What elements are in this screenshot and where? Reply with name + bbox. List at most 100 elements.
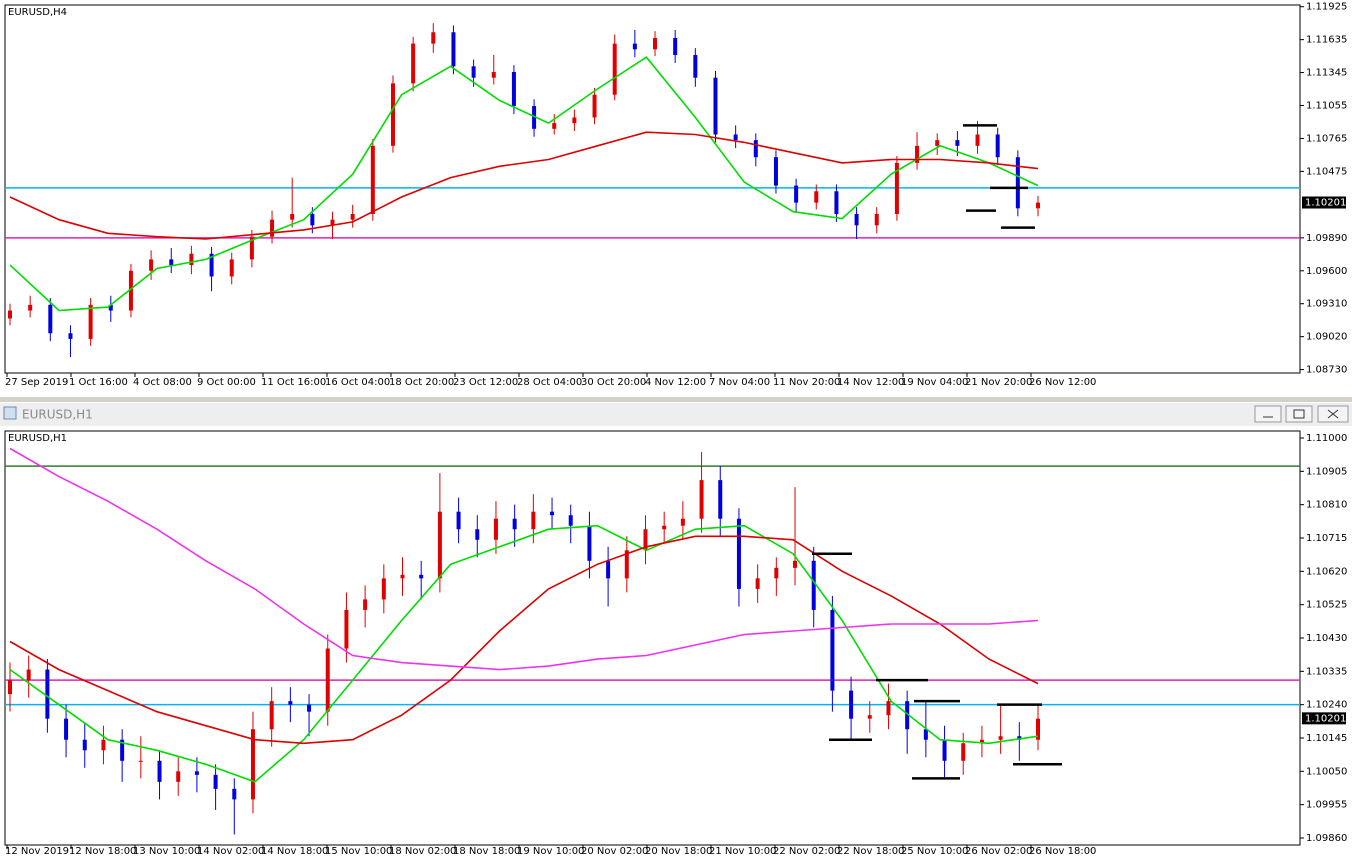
candle-body: [213, 774, 218, 789]
y-tick-label: 1.10475: [1306, 166, 1347, 177]
candle-body: [45, 669, 50, 719]
x-tick-label: 14 Nov 02:00: [197, 846, 264, 857]
y-tick-label: 1.11000: [1306, 433, 1347, 444]
candle-body: [249, 236, 254, 260]
x-tick-label: 4 Nov 12:00: [645, 377, 706, 388]
candle-body: [753, 140, 758, 158]
y-tick-label: 1.10525: [1306, 600, 1347, 611]
x-tick-label: 1 Oct 16:00: [69, 377, 128, 388]
candle-body: [28, 304, 33, 311]
minimize-button[interactable]: [1254, 405, 1282, 423]
candle-body: [923, 729, 928, 740]
maximize-button[interactable]: [1285, 405, 1313, 423]
candle-body: [587, 525, 592, 561]
x-tick-label: 18 Oct 20:00: [389, 377, 454, 388]
x-tick-label: 26 Nov 18:00: [1029, 846, 1096, 857]
candle-body: [493, 518, 498, 540]
candle-body: [874, 213, 879, 226]
moving-average: [9, 56, 1039, 312]
candle-body: [330, 219, 335, 226]
candle-body: [774, 567, 779, 579]
candle-body: [270, 219, 275, 237]
y-tick-label: 1.10145: [1306, 733, 1347, 744]
candle-body: [176, 771, 181, 782]
candle-body: [830, 609, 835, 691]
candle-body: [736, 518, 741, 589]
candle-body: [138, 760, 143, 762]
candle-body: [250, 729, 255, 800]
candle-body: [680, 518, 685, 526]
moving-average: [9, 535, 1039, 745]
candle-body: [1036, 202, 1040, 209]
y-tick-label: 1.11055: [1306, 101, 1347, 112]
x-tick-label: 30 Oct 20:00: [581, 377, 646, 388]
x-tick-label: 12 Nov 18:00: [69, 846, 136, 857]
y-tick-label: 1.10765: [1306, 133, 1347, 144]
x-tick-label: 25 Nov 10:00: [901, 846, 968, 857]
candle-body: [532, 106, 537, 129]
moving-average: [9, 524, 1039, 783]
x-tick-label: 11 Oct 16:00: [261, 377, 326, 388]
x-tick-label: 22 Nov 18:00: [837, 846, 904, 857]
candle-body: [793, 560, 798, 568]
y-tick-label: 1.10620: [1306, 566, 1347, 577]
candle-body: [475, 529, 480, 540]
candle-body: [189, 253, 194, 266]
candle-body: [673, 37, 678, 55]
candle-body: [431, 32, 436, 44]
candle-body: [572, 117, 577, 124]
plot-frame: [4, 4, 1301, 374]
candle-body: [209, 253, 214, 277]
candle-body: [128, 270, 133, 311]
candle-body: [471, 66, 476, 78]
candle-body: [1036, 718, 1040, 740]
y-tick-label: 1.09860: [1306, 833, 1347, 844]
candle-body: [713, 77, 718, 135]
candle-body: [998, 736, 1003, 740]
candle-body: [632, 43, 637, 50]
candle-body: [814, 191, 819, 203]
x-tick-label: 22 Nov 02:00: [773, 846, 840, 857]
x-tick-label: 4 Oct 08:00: [133, 377, 192, 388]
candle-body: [550, 511, 555, 516]
candle-body: [157, 760, 162, 782]
close-button[interactable]: [1317, 405, 1349, 423]
x-tick-label: 19 Nov 04:00: [901, 377, 968, 388]
candle-body: [64, 718, 69, 740]
candle-body: [894, 162, 899, 214]
y-tick-label: 1.10715: [1306, 533, 1347, 544]
y-tick-label: 1.10050: [1306, 766, 1347, 777]
candle-body: [437, 511, 442, 579]
candle-body: [491, 72, 496, 78]
y-tick-label: 1.10810: [1306, 500, 1347, 511]
candle-body: [411, 43, 416, 84]
candle-body: [699, 480, 704, 519]
candle-body: [310, 213, 315, 226]
price-box: [1302, 712, 1346, 725]
candle-body: [942, 739, 947, 761]
candle-body: [82, 739, 87, 751]
candle-body: [232, 788, 237, 800]
x-tick-label: 9 Oct 00:00: [197, 377, 256, 388]
candle-body: [1015, 157, 1020, 209]
candle-body: [288, 701, 293, 705]
current-price: 1.10201: [1305, 713, 1346, 724]
candle-body: [886, 701, 891, 716]
chart-label: EURUSD,H4: [8, 7, 67, 18]
candle-body: [48, 304, 53, 334]
candle-body: [773, 157, 778, 186]
x-tick-label: 28 Oct 04:00: [517, 377, 582, 388]
candle-body: [662, 525, 667, 530]
candle-body: [307, 704, 312, 712]
y-tick-label: 1.11925: [1306, 2, 1347, 13]
candle-body: [370, 145, 375, 214]
candle-body: [867, 715, 872, 719]
candle-body: [269, 701, 274, 730]
candle-body: [512, 518, 517, 530]
candle-body: [101, 739, 106, 751]
candle-body: [995, 134, 1000, 158]
y-tick-label: 1.09310: [1306, 299, 1347, 310]
y-tick-label: 1.10335: [1306, 666, 1347, 677]
chart-label: EURUSD,H1: [8, 433, 67, 444]
candle-body: [325, 648, 330, 712]
